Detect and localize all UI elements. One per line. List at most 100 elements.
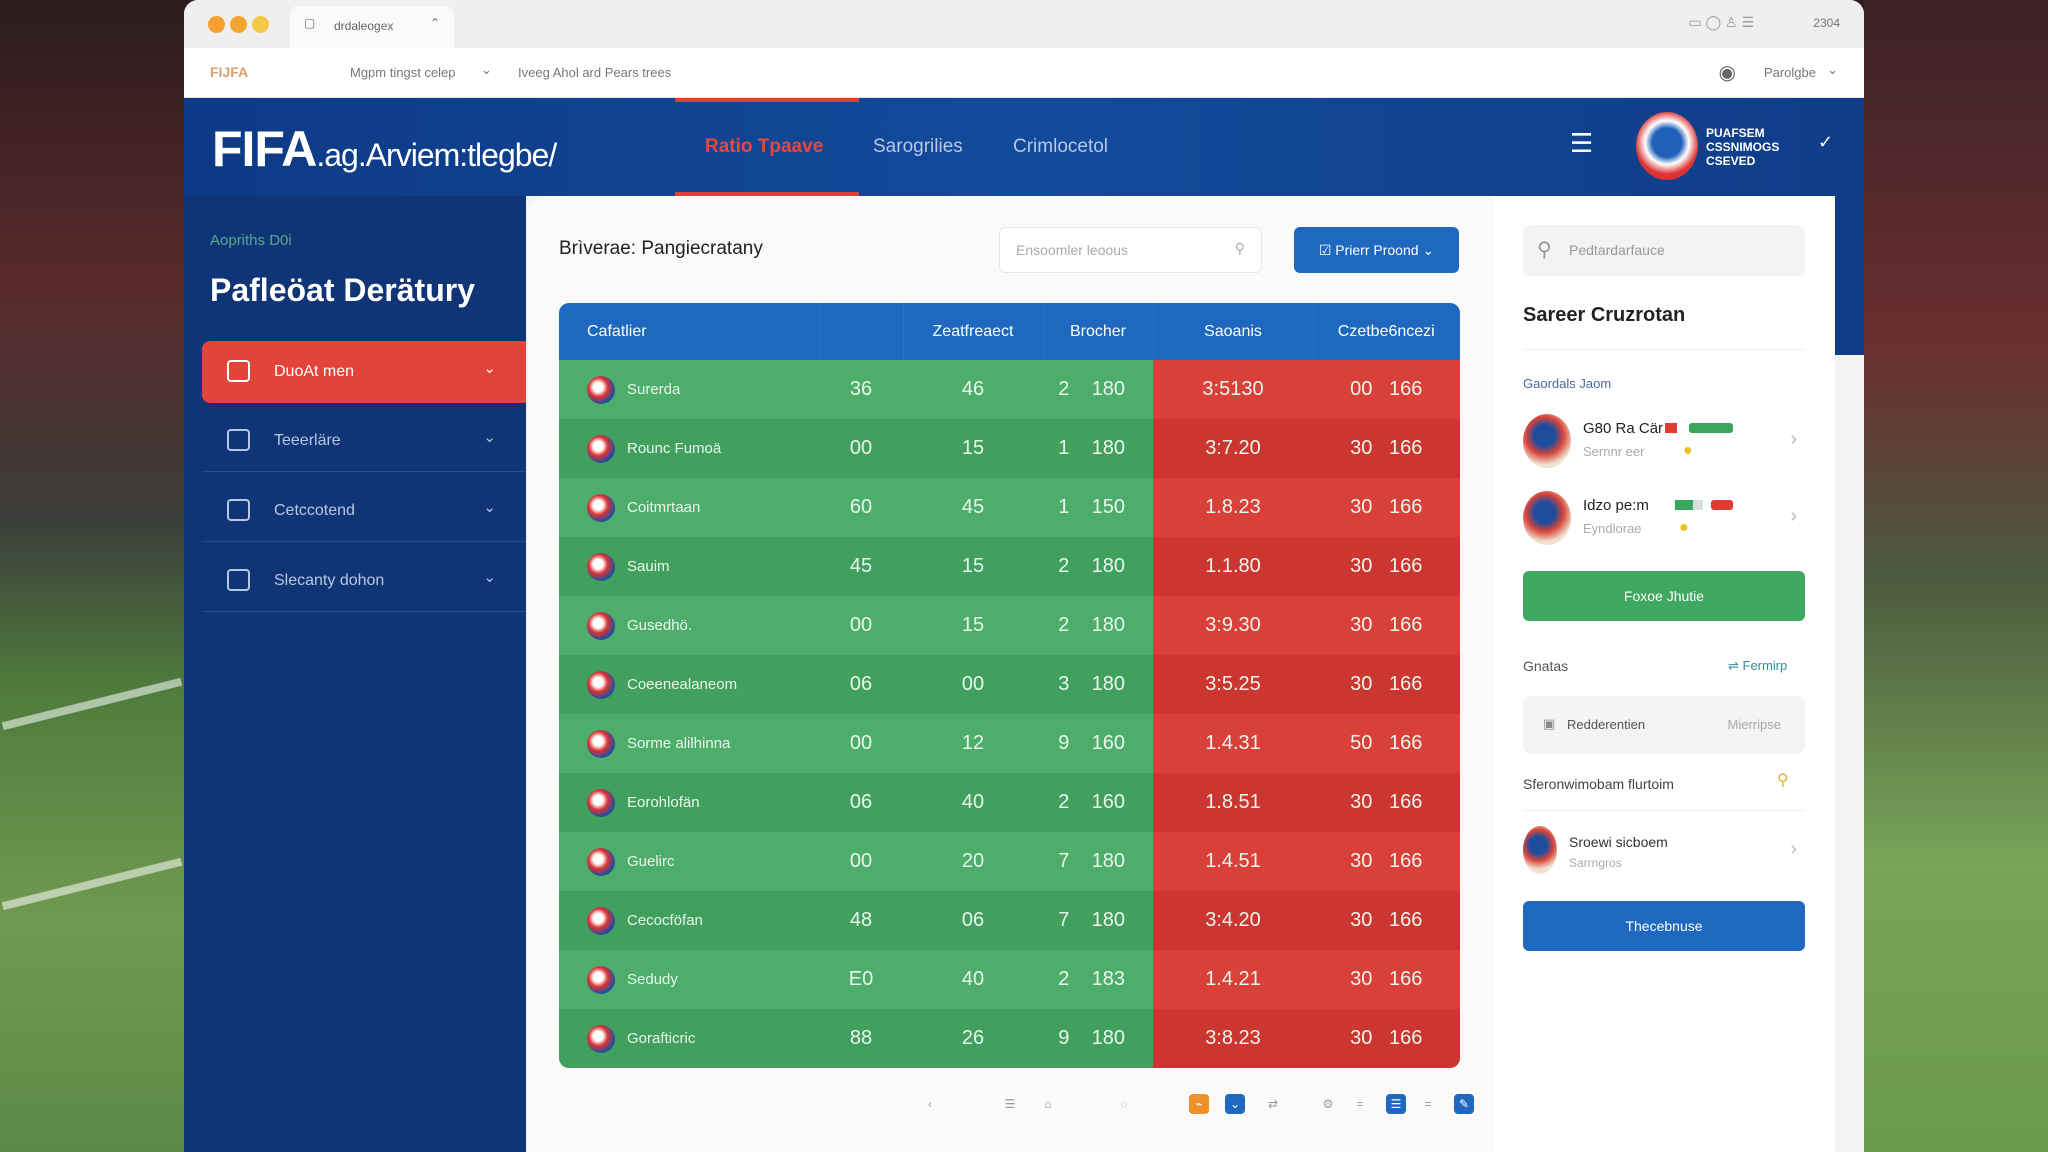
team-name: Sedudy bbox=[627, 970, 678, 988]
cell: 00 bbox=[903, 655, 1043, 714]
cell: 1.4.51 bbox=[1153, 832, 1313, 891]
cell: 46 bbox=[903, 360, 1043, 419]
info-box[interactable]: ▣ Redderentien Mierripse bbox=[1523, 696, 1805, 754]
page-chart-button[interactable]: ⌁ bbox=[1189, 1094, 1209, 1114]
right-panel: ⚲ Pedtardarfauce Sareer Cruzrotan Gaordal… bbox=[1493, 196, 1835, 1152]
minimize-dot[interactable] bbox=[230, 16, 247, 33]
swap-icon[interactable]: ⇄ bbox=[1267, 1097, 1279, 1111]
sidebar-item-4[interactable]: Slecanty dohon ⌄ bbox=[202, 550, 526, 612]
nav-tab-2[interactable]: Sarogrilies bbox=[873, 136, 963, 157]
cell: 00 bbox=[819, 832, 903, 891]
section-label: Sferonwimobam flurtoim bbox=[1523, 776, 1674, 792]
cell: 45 bbox=[819, 537, 903, 596]
team-emblem bbox=[1523, 414, 1571, 468]
cell: 180 bbox=[1091, 437, 1125, 459]
cell: 40 bbox=[903, 773, 1043, 832]
sidebar-subtitle: Aopriths D0i bbox=[210, 232, 292, 249]
address-text[interactable]: Iveeg Ahol ard Pears trees bbox=[518, 65, 672, 80]
table-row[interactable]: Sauim 45 15 2 180 1.1.80 30 166 bbox=[559, 537, 1460, 596]
table-row[interactable]: Gorafticric 88 26 9 180 3:8.23 30 166 bbox=[559, 1009, 1460, 1068]
team-list-item[interactable]: G80 Ra Cär Sernnr eer ● › bbox=[1523, 414, 1805, 474]
team-list-item[interactable]: Idzo pe:m Eyndlorae ● › bbox=[1523, 491, 1805, 551]
team-flag-icon bbox=[587, 611, 615, 640]
table-row[interactable]: Coeenealaneom 06 00 3 180 3:5.25 30 166 bbox=[559, 655, 1460, 714]
settings-icon[interactable]: ⚙ bbox=[1322, 1097, 1334, 1111]
check-square-icon: ☑ bbox=[1318, 241, 1336, 258]
table-row[interactable]: Rounc Fumoä 00 15 1 180 3:7.20 30 166 bbox=[559, 419, 1460, 478]
chevron-up-icon[interactable]: ⌃ bbox=[429, 16, 440, 30]
team-flag-icon bbox=[587, 552, 615, 581]
cell: 3:4.20 bbox=[1153, 891, 1313, 950]
column-header[interactable]: Cafatlier bbox=[559, 303, 820, 360]
column-header[interactable]: Brocher bbox=[1043, 303, 1154, 360]
team-flag-icon bbox=[587, 788, 615, 817]
cell: 166 bbox=[1389, 496, 1423, 518]
team-flag-icon bbox=[587, 847, 615, 876]
edit-button[interactable]: ✎ bbox=[1454, 1094, 1474, 1114]
refresh-icon[interactable]: ◌ bbox=[1120, 1097, 1128, 1111]
page-down-button[interactable]: ⌄ bbox=[1225, 1094, 1245, 1114]
chevron-down-icon[interactable]: ⌄ bbox=[1827, 62, 1838, 77]
nav-indicator bbox=[675, 192, 859, 196]
menu-icon[interactable]: ☰ bbox=[1570, 128, 1594, 158]
team-flag-icon bbox=[587, 434, 615, 463]
address-menu[interactable]: Mgpm tingst celep bbox=[350, 65, 456, 80]
table-row[interactable]: Surerda 36 46 2 180 3:5130 00 166 bbox=[559, 360, 1460, 419]
nav-tab-3[interactable]: Crimlocetol bbox=[1013, 136, 1109, 157]
blue-action-button[interactable]: Thecebnuse bbox=[1523, 901, 1805, 951]
right-title: Sareer Cruzrotan bbox=[1523, 304, 1686, 326]
table-row[interactable]: Cecocföfan 48 06 7 180 3:4.20 30 166 bbox=[559, 891, 1460, 950]
profile-icon[interactable]: ◉ bbox=[1718, 62, 1736, 84]
team-list-item[interactable]: Sroewi sicboem Sarrngros › bbox=[1523, 826, 1805, 882]
list-view-icon[interactable]: ☰ bbox=[1004, 1097, 1016, 1111]
cell: 30 bbox=[1350, 791, 1373, 813]
filter-select[interactable]: Ensoomler leoous ⚲ bbox=[999, 227, 1262, 273]
column-header[interactable]: Zeatfreaect bbox=[903, 303, 1044, 360]
prev-page-icon[interactable]: ‹ bbox=[928, 1097, 932, 1111]
column-header[interactable]: Saoanis bbox=[1153, 303, 1314, 360]
chevron-down-icon[interactable]: ⌄ bbox=[481, 62, 492, 77]
cell: 180 bbox=[1091, 673, 1125, 695]
chevron-right-icon: › bbox=[1790, 505, 1797, 527]
table-row[interactable]: Guelirc 00 20 7 180 1.4.51 30 166 bbox=[559, 832, 1460, 891]
sidebar-item-1[interactable]: DuoAt men ⌄ bbox=[202, 341, 526, 403]
table-row[interactable]: Sorme alilhinna 00 12 9 160 1.4.31 50 16… bbox=[559, 714, 1460, 773]
table-row[interactable]: Coitmrtaan 60 45 1 150 1.8.23 30 166 bbox=[559, 478, 1460, 537]
cell: 1 bbox=[1058, 437, 1070, 459]
search-input[interactable]: ⚲ Pedtardarfauce bbox=[1523, 225, 1805, 276]
maximize-dot[interactable] bbox=[252, 16, 269, 33]
filter-button[interactable]: ☑ Prierr Proond ⌄ bbox=[1294, 227, 1459, 273]
equals-icon[interactable]: = bbox=[1356, 1097, 1364, 1111]
table-row[interactable]: Sedudy E0 40 2 183 1.4.21 30 166 bbox=[559, 950, 1460, 1009]
search-icon: ⚲ bbox=[1537, 239, 1552, 261]
cell: 26 bbox=[903, 1009, 1043, 1068]
site-logo[interactable]: FIFA.ag.Arviem:tlegbe/ bbox=[212, 121, 557, 177]
grid-icon[interactable]: ⌂ bbox=[1044, 1097, 1052, 1111]
cell: 12 bbox=[903, 714, 1043, 773]
cell: 180 bbox=[1091, 850, 1125, 872]
green-action-button[interactable]: Foxoe Jhutie bbox=[1523, 571, 1805, 621]
browser-tab[interactable]: drdaleogex ▢ ⌃ bbox=[290, 6, 454, 48]
cell: 30 bbox=[1350, 968, 1373, 990]
page-icon: ▢ bbox=[304, 16, 316, 30]
divider bbox=[1523, 349, 1805, 350]
team-name: Coitmrtaan bbox=[627, 498, 701, 516]
sidebar-item-2[interactable]: Teeerläre ⌄ bbox=[202, 410, 526, 472]
cell: 30 bbox=[1350, 850, 1373, 872]
column-header[interactable]: Czetbe6ncezi bbox=[1313, 303, 1460, 360]
section-label: Gaordals Jaom bbox=[1523, 376, 1612, 391]
cell: 1.8.23 bbox=[1153, 478, 1313, 537]
minus-icon[interactable]: = bbox=[1424, 1097, 1432, 1111]
sidebar-item-3[interactable]: Cetccotend ⌄ bbox=[202, 480, 526, 542]
close-dot[interactable] bbox=[208, 16, 225, 33]
section-link[interactable]: ⇌ Fermirp bbox=[1728, 658, 1788, 673]
toolbar-icons[interactable]: ▭ ◯ ♙ ☰ bbox=[1688, 14, 1754, 30]
table-row[interactable]: Eorohlofän 06 40 2 160 1.8.51 30 166 bbox=[559, 773, 1460, 832]
nav-tab-1[interactable]: Ratio Tpaave bbox=[705, 136, 824, 157]
team-name: Sauim bbox=[627, 557, 670, 575]
profile-menu[interactable]: Parolgbe bbox=[1763, 65, 1816, 80]
page-list-button[interactable]: ☰ bbox=[1386, 1094, 1406, 1114]
table-row[interactable]: Gusedhö. 00 15 2 180 3:9.30 30 166 bbox=[559, 596, 1460, 655]
team-flag-icon bbox=[587, 493, 615, 522]
cell: 166 bbox=[1389, 614, 1423, 636]
